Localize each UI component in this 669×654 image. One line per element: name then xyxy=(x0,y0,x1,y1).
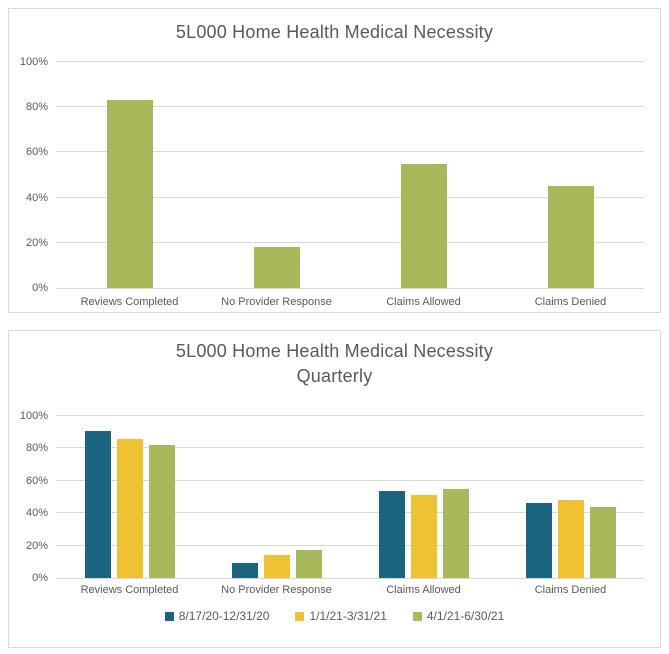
bar xyxy=(148,445,175,578)
bar-group xyxy=(203,62,350,288)
plot-area: 0% 20% 40% 60% 80% 100% xyxy=(20,410,644,584)
bar xyxy=(557,500,584,578)
bar-groups xyxy=(56,416,644,578)
legend-label: 1/1/21-3/31/21 xyxy=(309,609,387,623)
bar-group xyxy=(203,416,350,578)
x-category-label: Claims Allowed xyxy=(386,584,461,596)
y-tick-label: 40% xyxy=(25,191,48,204)
y-tick-label: 0% xyxy=(32,572,48,584)
bar xyxy=(547,186,594,288)
x-axis-labels: Reviews Completed No Provider Response Cla… xyxy=(56,584,644,596)
x-category-label: Claims Allowed xyxy=(386,296,461,308)
bar xyxy=(525,503,552,578)
legend-label: 8/17/20-12/31/20 xyxy=(178,609,270,623)
legend-swatch xyxy=(412,611,422,621)
y-tick-label: 100% xyxy=(19,410,48,422)
x-category-label: Reviews Completed xyxy=(80,296,179,308)
y-tick-label: 0% xyxy=(32,282,48,294)
bar xyxy=(400,163,447,288)
x-category-label: Reviews Completed xyxy=(80,584,179,596)
chart-panel-quarterly: 5L000 Home Health Medical Necessity Quar… xyxy=(8,330,661,648)
x-category-label: No Provider Response xyxy=(221,584,332,596)
y-tick-label: 20% xyxy=(25,539,48,552)
bar xyxy=(116,438,143,578)
bar-group xyxy=(350,62,497,288)
legend-swatch xyxy=(164,611,174,621)
chart-legend: 8/17/20-12/31/20 1/1/21-3/31/21 4/1/21-6/3… xyxy=(9,609,660,623)
bar xyxy=(231,563,258,578)
bar xyxy=(263,555,290,578)
y-tick-label: 100% xyxy=(19,56,48,68)
y-tick-label: 40% xyxy=(25,507,48,520)
bar xyxy=(442,488,469,578)
bar xyxy=(253,247,300,288)
bar xyxy=(106,100,153,288)
bar xyxy=(295,550,322,578)
bar xyxy=(410,495,437,578)
legend-item: 8/17/20-12/31/20 xyxy=(164,609,270,623)
chart-title-line1: 5L000 Home Health Medical Necessity xyxy=(175,341,494,361)
bar-group xyxy=(497,416,644,578)
y-tick-label: 80% xyxy=(25,101,48,114)
bar xyxy=(84,430,111,578)
y-tick-label: 60% xyxy=(25,474,48,487)
chart-title: 5L000 Home Health Medical Necessity xyxy=(175,22,494,42)
legend-item: 4/1/21-6/30/21 xyxy=(412,609,505,623)
x-category-label: Claims Denied xyxy=(534,584,607,596)
chart-title-line2: Quarterly xyxy=(296,366,373,386)
legend-swatch xyxy=(295,611,305,621)
y-tick-label: 80% xyxy=(25,442,48,455)
legend-label: 4/1/21-6/30/21 xyxy=(426,609,505,623)
bar-group xyxy=(350,416,497,578)
y-tick-label: 20% xyxy=(25,236,48,249)
chart-panel-overall: 5L000 Home Health Medical Necessity 0% 20… xyxy=(8,8,661,313)
plot-area: 0% 20% 40% 60% 80% 100% xyxy=(20,56,644,294)
x-category-label: No Provider Response xyxy=(221,296,332,308)
bar-groups xyxy=(56,62,644,288)
x-axis-labels: Reviews Completed No Provider Response Cla… xyxy=(56,296,644,308)
bar-group xyxy=(56,416,203,578)
chart-title: 5L000 Home Health Medical Necessity Quar… xyxy=(9,339,660,389)
bar xyxy=(589,506,616,578)
bar-group xyxy=(497,62,644,288)
legend-item: 1/1/21-3/31/21 xyxy=(295,609,387,623)
x-category-label: Claims Denied xyxy=(534,296,607,308)
y-tick-label: 60% xyxy=(25,146,48,159)
bar xyxy=(378,490,405,578)
bar-group xyxy=(56,62,203,288)
